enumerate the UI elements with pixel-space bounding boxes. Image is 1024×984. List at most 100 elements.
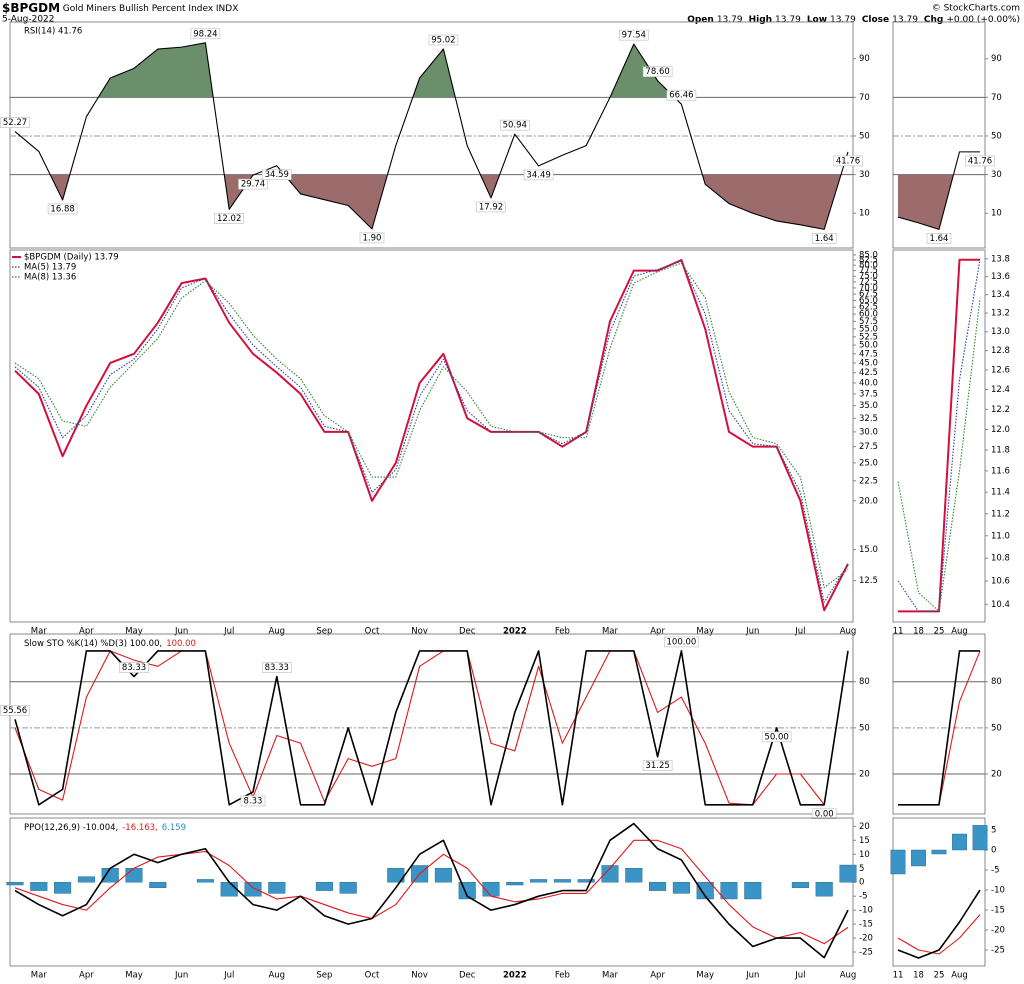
x-tick-label: Apr	[650, 971, 665, 981]
panel-frame	[892, 817, 986, 967]
x-tick-label: May	[696, 627, 714, 637]
x-tick-label: 18	[913, 627, 924, 637]
histogram-bar	[952, 833, 967, 851]
quote-value: 13.79	[717, 15, 743, 25]
overbought-fill	[898, 97, 980, 98]
value-label-box	[642, 760, 673, 771]
y-tick-label: 37.5	[859, 389, 878, 399]
y-tick-label: 10	[859, 850, 870, 860]
y-tick-label: 15	[859, 836, 870, 846]
x-tick-label: Sep	[316, 627, 332, 637]
value-label: 100.00	[667, 637, 697, 647]
value-label-box	[833, 155, 863, 167]
panel-title: PPO(12,26,9) -10.004, -16.163, 6.159	[24, 823, 186, 833]
histogram-bar	[149, 882, 167, 889]
y-tick-label: 80	[991, 677, 1002, 687]
exchange: INDX	[216, 4, 238, 14]
value-label-box	[811, 808, 837, 820]
histogram-bar	[530, 879, 548, 883]
x-tick-label: Aug	[840, 627, 857, 637]
value-label: 29.74	[241, 180, 265, 190]
series-line	[14, 650, 849, 806]
y-tick-label: 75.0	[859, 272, 878, 282]
legend-entry: MA(8) 13.36	[24, 273, 76, 283]
quote-label: Low	[807, 15, 827, 25]
x-tick-label: Aug	[268, 627, 285, 637]
panel-frame	[892, 249, 986, 623]
value-label: 55.56	[3, 706, 27, 716]
series-line	[897, 889, 981, 959]
x-tick-label: Aug	[951, 627, 968, 637]
y-tick-label: -10	[991, 886, 1005, 896]
title-part: PPO(12,26,9) -10.004,	[24, 823, 118, 833]
value-label-box	[666, 89, 697, 101]
value-label: 1.64	[930, 234, 949, 244]
y-tick-label: 30.0	[859, 427, 878, 437]
value-label-box	[664, 636, 699, 648]
value-label-box	[190, 28, 221, 40]
x-tick-label: Dec	[459, 971, 476, 981]
quote-value: 13.79	[892, 15, 918, 25]
panel-frame	[9, 249, 854, 623]
x-tick-label: Apr	[79, 971, 94, 981]
value-label-box	[0, 117, 30, 128]
value-label: 97.54	[622, 31, 646, 41]
y-tick-label: -20	[991, 926, 1005, 936]
credit: © StockCharts.com	[932, 4, 1020, 14]
value-label-box	[965, 155, 995, 167]
y-tick-label: 13.8	[991, 254, 1010, 264]
title-part: -16.163,	[122, 823, 158, 833]
y-tick-label: 40.0	[859, 379, 878, 389]
y-tick-label: 20.0	[859, 496, 878, 506]
histogram-bar	[720, 882, 738, 900]
x-tick-label: Jun	[745, 971, 759, 981]
y-tick-label: 42.5	[859, 368, 878, 378]
x-tick-label: Apr	[79, 627, 94, 637]
y-tick-label: 32.5	[859, 414, 878, 424]
panel-frame	[892, 21, 986, 249]
histogram-bar	[815, 882, 833, 897]
y-tick-label: -15	[859, 920, 873, 930]
y-tick-label: 20	[859, 822, 870, 832]
x-tick-label: Oct	[365, 971, 380, 981]
histogram-bar	[649, 882, 667, 891]
value-label-box	[926, 233, 952, 244]
histogram-bar	[220, 882, 238, 897]
series-line	[897, 298, 981, 612]
histogram-bar	[268, 882, 286, 894]
y-tick-label: 80.0	[859, 261, 878, 271]
y-tick-label: 50	[859, 131, 870, 141]
y-tick-label: 12.5	[859, 576, 878, 586]
histogram-bar	[244, 882, 262, 897]
x-tick-label: Apr	[650, 627, 665, 637]
value-label: 83.33	[122, 663, 146, 673]
histogram-bar	[744, 882, 762, 900]
x-tick-label: Mar	[602, 971, 619, 981]
value-label-box	[214, 213, 244, 224]
y-tick-label: 10.8	[991, 554, 1010, 564]
value-label-box	[428, 34, 459, 46]
y-tick-label: 45.0	[859, 358, 878, 368]
x-tick-label: Oct	[365, 627, 380, 637]
panel-frame	[9, 633, 854, 815]
value-label: 41.76	[968, 156, 992, 166]
x-tick-label: Nov	[411, 971, 428, 981]
y-tick-label: 10.4	[991, 600, 1010, 610]
x-tick-label: May	[696, 971, 714, 981]
y-tick-label: 12.0	[991, 425, 1010, 435]
y-tick-label: -10	[859, 906, 873, 916]
quote-label: Chg	[924, 15, 943, 25]
value-label: 66.46	[669, 91, 693, 101]
quote-label: Open	[687, 15, 714, 25]
x-tick-label: 25	[934, 627, 945, 637]
y-tick-label: 12.4	[991, 385, 1010, 395]
histogram-bar	[54, 882, 72, 894]
legend-entry: MA(5) 13.79	[24, 263, 76, 273]
x-tick-label: Dec	[459, 627, 476, 637]
histogram-bar	[911, 849, 926, 867]
y-tick-label: 80	[859, 677, 870, 687]
series-line	[897, 259, 981, 612]
y-tick-label: 0	[859, 878, 864, 888]
x-tick-label: Mar	[31, 971, 48, 981]
